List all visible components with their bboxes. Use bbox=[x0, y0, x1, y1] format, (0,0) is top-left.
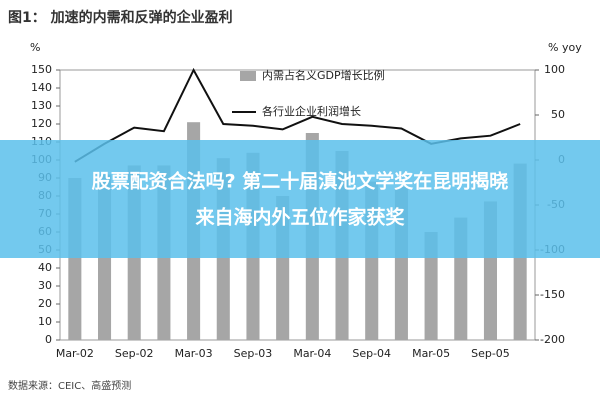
bar bbox=[424, 232, 438, 340]
y-tick-label: 30 bbox=[38, 279, 52, 292]
x-tick-label: Sep-05 bbox=[471, 347, 510, 360]
x-tick-label: Sep-02 bbox=[115, 347, 154, 360]
x-tick-label: Mar-02 bbox=[56, 347, 94, 360]
legend-swatch bbox=[240, 71, 256, 81]
x-tick-label: Mar-05 bbox=[412, 347, 450, 360]
y2-tick-label: -150 bbox=[540, 288, 565, 301]
x-tick-label: Mar-03 bbox=[175, 347, 213, 360]
legend-label: 内需占名义GDP增长比例 bbox=[262, 68, 385, 82]
y2-axis-label: % yoy bbox=[548, 41, 582, 54]
y2-tick-label: -200 bbox=[540, 333, 565, 346]
y2-tick-label: 50 bbox=[551, 108, 565, 121]
x-tick-label: Mar-04 bbox=[293, 347, 331, 360]
x-tick-label: Sep-03 bbox=[234, 347, 273, 360]
source: 数据来源：CEIC、高盛预测 bbox=[8, 379, 131, 392]
y-tick-label: 140 bbox=[31, 81, 52, 94]
y2-tick-label: 100 bbox=[544, 63, 565, 76]
banner-text: 股票配资合法吗? 第二十届滇池文学奖在昆明揭晓 bbox=[92, 170, 509, 193]
y-tick-label: 10 bbox=[38, 315, 52, 328]
y-axis-label: % bbox=[30, 41, 40, 54]
chart-title: 图1： 加速的内需和反弹的企业盈利 bbox=[8, 9, 233, 26]
legend-label: 各行业企业利润增长 bbox=[262, 104, 361, 118]
banner-bg bbox=[0, 140, 600, 258]
y-tick-label: 130 bbox=[31, 99, 52, 112]
y-tick-label: 0 bbox=[45, 333, 52, 346]
y-tick-label: 150 bbox=[31, 63, 52, 76]
y-tick-label: 20 bbox=[38, 297, 52, 310]
x-tick-label: Sep-04 bbox=[352, 347, 391, 360]
y-tick-label: 120 bbox=[31, 117, 52, 130]
y-tick-label: 40 bbox=[38, 261, 52, 274]
banner-text: 来自海内外五位作家获奖 bbox=[195, 206, 405, 229]
